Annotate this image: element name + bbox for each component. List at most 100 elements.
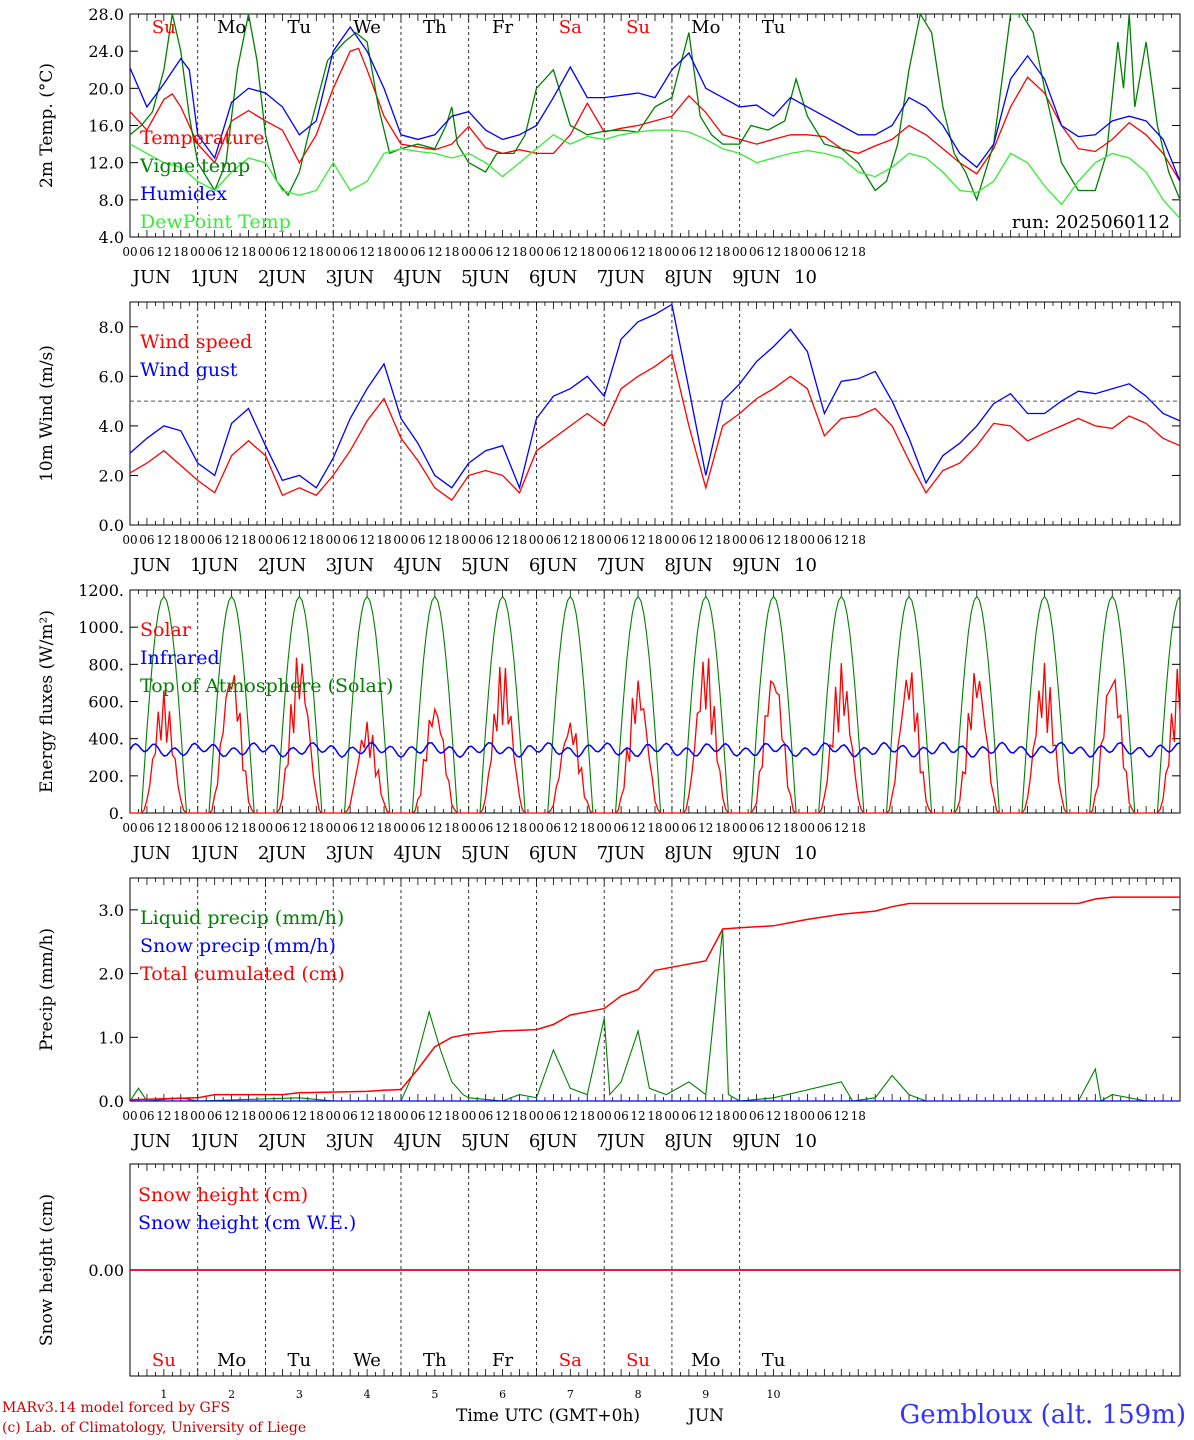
month-label: JUN [402,843,442,864]
hour-tick-label: 06 [139,1109,154,1123]
hour-tick-label: 18 [444,533,459,547]
hour-tick-label: 06 [275,1109,290,1123]
legend-humidex: Humidex [140,183,227,205]
date-label: 3 [326,843,337,864]
weekday-label: We [353,1350,381,1371]
x-axis-title: Time UTC (GMT+0h) [456,1406,641,1426]
date-label: 10 [794,1131,817,1152]
hour-tick-label: 18 [241,821,256,835]
date-label: 10 [794,843,817,864]
date-label: 6 [529,843,540,864]
y-axis-title: 2m Temp. (°C) [37,63,57,188]
date-label: 1 [190,843,201,864]
hour-tick-label: 00 [664,821,679,835]
date-label: 9 [732,267,743,288]
hour-tick-label: 06 [613,533,628,547]
weekday-label: Sa [559,1350,582,1371]
hour-tick-label: 18 [376,1109,391,1123]
hour-tick-label: 12 [292,821,307,835]
month-label: JUN [537,555,577,576]
month-label: JUN [537,267,577,288]
y-tick-label: 4.0 [99,417,124,436]
hour-tick-label: 00 [461,1109,476,1123]
hour-tick-label: 12 [495,1109,510,1123]
hour-tick-label: 00 [529,533,544,547]
hour-tick-label: 18 [580,533,595,547]
date-label: 8 [664,1131,675,1152]
hour-tick-label: 00 [258,1109,273,1123]
series-total-cumulated [129,896,1180,1101]
y-tick-label: 2.0 [99,965,124,984]
hour-tick-label: 06 [478,533,493,547]
month-label: JUN [131,843,171,864]
series-top-of-atmosphere-solar [130,595,1181,814]
hour-tick-label: 06 [817,533,832,547]
date-label: 9 [732,555,743,576]
month-label: JUN [605,843,645,864]
date-label: 5 [461,1131,472,1152]
hour-tick-label: 00 [800,533,815,547]
hour-tick-label: 12 [427,533,442,547]
hour-tick-label: 06 [749,1109,764,1123]
date-label: 6 [529,267,540,288]
legend-temperature: Temperature [140,127,264,149]
hour-tick-label: 00 [732,533,747,547]
weekday-label: Fr [492,1350,513,1371]
hour-tick-label: 06 [546,245,561,259]
hour-tick-label: 18 [851,821,866,835]
hour-tick-label: 06 [343,245,358,259]
hour-tick-label: 18 [851,533,866,547]
hour-tick-label: 18 [241,533,256,547]
weekday-label: Th [423,17,447,38]
hour-tick-label: 00 [529,1109,544,1123]
weekday-label: Sa [559,17,582,38]
date-label: 7 [597,555,608,576]
hour-tick-label: 12 [630,245,645,259]
hour-tick-label: 06 [343,821,358,835]
hour-tick-label: 12 [834,245,849,259]
hour-tick-label: 00 [258,821,273,835]
hour-tick-label: 00 [529,245,544,259]
hour-tick-label: 12 [292,1109,307,1123]
hour-tick-label: 06 [681,821,696,835]
hour-tick-label: 06 [546,821,561,835]
hour-tick-label: 06 [275,533,290,547]
hour-tick-label: 06 [817,1109,832,1123]
month-label: JUN [199,843,239,864]
y-tick-label: 400. [88,730,124,749]
date-label: 3 [326,555,337,576]
hour-tick-label: 06 [343,1109,358,1123]
series-wind-gust [129,303,1181,490]
y-tick-label: 0. [109,804,124,823]
hour-tick-label: 06 [749,533,764,547]
date-label: 4 [393,267,404,288]
hour-tick-label: 06 [546,1109,561,1123]
y-tick-label: 12.0 [88,154,124,173]
hour-tick-label: 06 [546,533,561,547]
legend-solar: Solar [140,619,192,641]
hour-tick-label: 00 [664,1109,679,1123]
month-label: JUN [131,555,171,576]
date-label: 7 [597,1131,608,1152]
hour-tick-label: 18 [851,245,866,259]
date-label: 9 [732,843,743,864]
series-solar [130,657,1181,814]
month-label: JUN [334,267,374,288]
hour-tick-label: 00 [597,821,612,835]
hour-tick-label: 06 [478,245,493,259]
y-axis-title: Precip (mm/h) [37,928,57,1051]
lab-credit: (c) Lab. of Climatology, University of L… [2,1420,307,1436]
hour-tick-label: 06 [749,245,764,259]
y-tick-label: 16.0 [88,117,124,136]
month-label: JUN [740,555,780,576]
weekday-label: Mo [217,17,246,38]
hour-tick-label: 00 [461,533,476,547]
hour-tick-label: 12 [563,533,578,547]
y-tick-label: 20.0 [88,79,124,98]
month-label: JUN [537,843,577,864]
hour-tick-label: 06 [817,821,832,835]
hour-tick-label: 18 [715,245,730,259]
hour-tick-label: 06 [749,821,764,835]
date-label: 10 [767,1388,781,1401]
month-label: JUN [470,555,510,576]
